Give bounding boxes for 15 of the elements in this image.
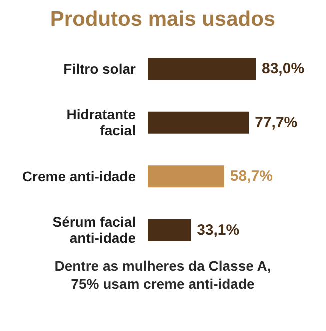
y-tick-label: Creme anti-idade <box>22 168 136 184</box>
data-label: 77,7% <box>255 114 298 132</box>
bar <box>148 112 250 134</box>
y-tick-label: Filtro solar <box>64 60 137 77</box>
y-tick-label: Sérum facial anti-idade <box>52 214 136 246</box>
bar <box>148 58 256 80</box>
bar <box>148 219 192 242</box>
data-label: 58,7% <box>230 168 273 186</box>
y-tick-label: Hidratante facial <box>66 106 136 139</box>
bar <box>148 166 224 188</box>
text: Dentre as mulheres da Classe A, <box>54 257 272 275</box>
data-label: 83,0% <box>262 60 305 78</box>
text: 75% usam creme anti-idade <box>70 275 256 293</box>
chart-title: Produtos mais usados <box>49 8 277 32</box>
data-label: 33,1% <box>197 222 240 239</box>
